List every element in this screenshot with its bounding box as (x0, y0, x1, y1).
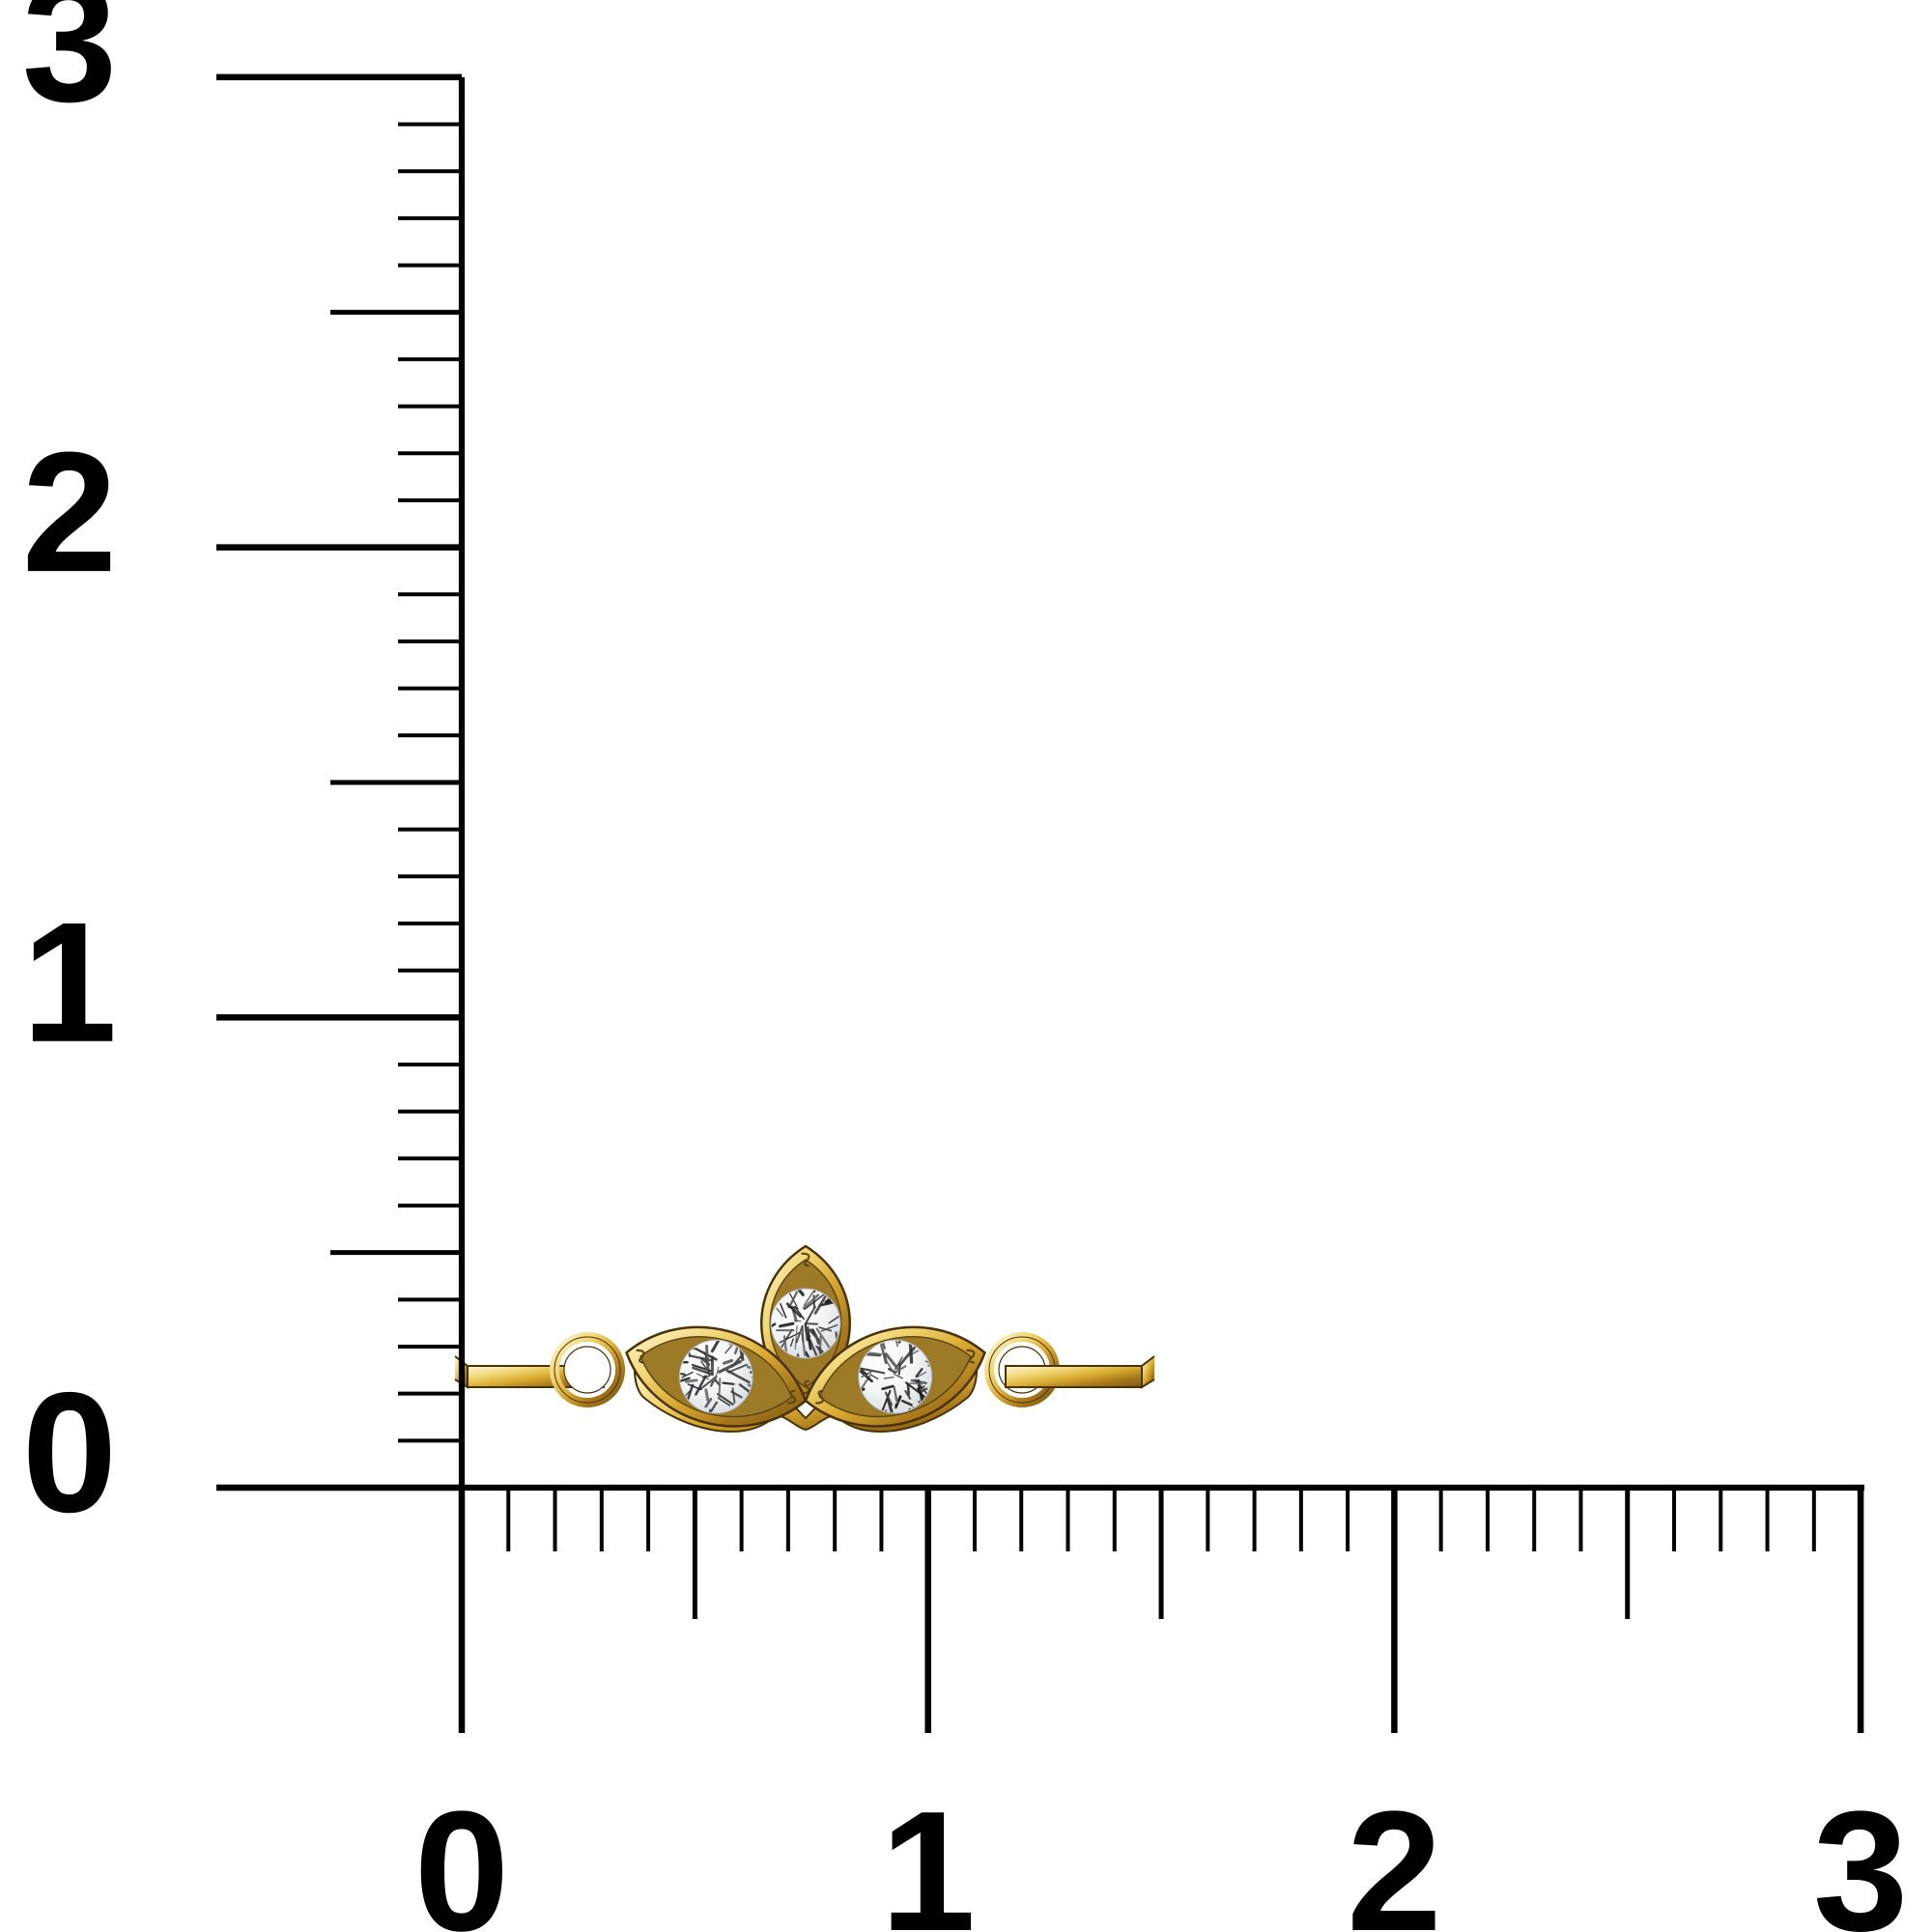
svg-text:1: 1 (880, 1776, 975, 1932)
svg-text:2: 2 (22, 416, 117, 608)
svg-text:3: 3 (1813, 1776, 1908, 1932)
svg-text:0: 0 (414, 1776, 509, 1932)
svg-text:3: 3 (22, 0, 117, 137)
svg-text:1: 1 (22, 887, 117, 1078)
svg-text:2: 2 (1347, 1776, 1441, 1932)
svg-text:0: 0 (22, 1357, 117, 1548)
